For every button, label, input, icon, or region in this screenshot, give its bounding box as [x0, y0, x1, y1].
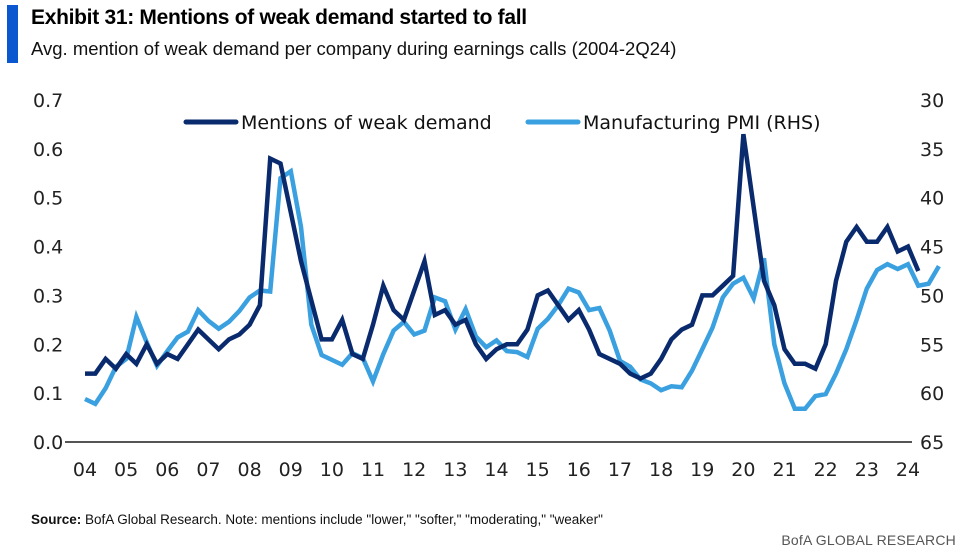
x-tick-label: 14 — [484, 459, 508, 481]
series-line-mentions — [85, 133, 921, 381]
x-tick-label: 05 — [114, 459, 138, 481]
series-line-pmi — [84, 167, 941, 412]
x-tick-label: 11 — [361, 459, 385, 481]
right-tick-label: 45 — [920, 237, 944, 259]
x-tick-label: 18 — [649, 459, 673, 481]
source-note: Source: BofA Global Research. Note: ment… — [31, 512, 603, 527]
right-y-axis: 30 35 40 45 50 55 60 65 — [920, 90, 944, 454]
left-tick-label: 0.1 — [33, 383, 63, 405]
right-tick-label: 55 — [920, 334, 944, 356]
x-tick-label: 09 — [279, 459, 303, 481]
x-tick-label: 04 — [73, 459, 97, 481]
x-tick-label: 17 — [608, 459, 632, 481]
x-tick-label: 16 — [567, 459, 591, 481]
x-axis: 04 05 06 07 08 09 10 11 12 13 14 15 16 17 18 19 20 21 22 23… — [73, 459, 920, 481]
left-tick-label: 0.3 — [33, 285, 63, 307]
x-tick-label: 10 — [320, 459, 344, 481]
left-tick-label: 0.6 — [33, 139, 63, 161]
x-tick-label: 12 — [402, 459, 426, 481]
x-tick-label: 24 — [896, 459, 920, 481]
right-tick-label: 65 — [920, 432, 944, 454]
x-tick-label: 06 — [155, 459, 179, 481]
source-label: Source: — [31, 512, 82, 527]
title-accent-bar — [7, 5, 18, 63]
x-tick-label: 21 — [772, 459, 796, 481]
legend-label-mentions: Mentions of weak demand — [241, 112, 492, 134]
left-tick-label: 0.4 — [33, 237, 63, 259]
left-tick-label: 0.0 — [33, 432, 63, 454]
x-tick-label: 23 — [855, 459, 879, 481]
x-tick-label: 15 — [526, 459, 550, 481]
x-tick-label: 07 — [196, 459, 220, 481]
right-tick-label: 60 — [920, 383, 944, 405]
legend: Mentions of weak demand Manufacturing PM… — [183, 112, 821, 134]
right-tick-label: 35 — [920, 139, 944, 161]
brand-label: BofA GLOBAL RESEARCH — [781, 532, 956, 548]
x-tick-label: 13 — [443, 459, 467, 481]
legend-label-pmi: Manufacturing PMI (RHS) — [583, 112, 821, 134]
line-chart: 0.0 0.1 0.2 0.3 0.4 0.5 0.6 0.7 30 35 40 45 50 55 60 6… — [33, 90, 944, 481]
series-lines — [84, 133, 941, 412]
right-tick-label: 30 — [920, 90, 944, 112]
source-text: BofA Global Research. Note: mentions inc… — [81, 512, 603, 527]
left-tick-label: 0.7 — [33, 90, 63, 112]
x-tick-label: 19 — [690, 459, 714, 481]
x-tick-label: 20 — [731, 459, 755, 481]
chart-title: Exhibit 31: Mentions of weak demand star… — [31, 6, 527, 29]
chart-subtitle: Avg. mention of weak demand per company … — [31, 38, 677, 59]
x-tick-label: 08 — [238, 459, 262, 481]
left-tick-label: 0.5 — [33, 188, 63, 210]
right-tick-label: 50 — [920, 285, 944, 307]
right-tick-label: 40 — [920, 188, 944, 210]
x-tick-label: 22 — [814, 459, 838, 481]
left-tick-label: 0.2 — [33, 334, 63, 356]
left-y-axis: 0.0 0.1 0.2 0.3 0.4 0.5 0.6 0.7 — [33, 90, 63, 454]
